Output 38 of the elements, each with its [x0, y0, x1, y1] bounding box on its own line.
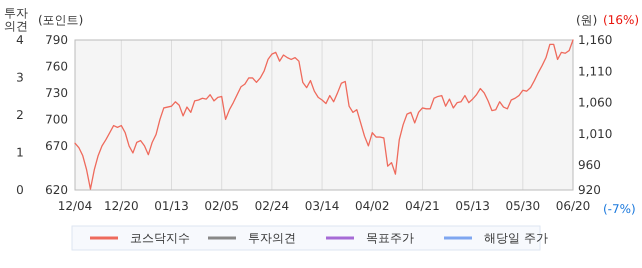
x-tick-label: 05/13	[455, 199, 490, 213]
y3-tick-label: 1	[16, 146, 24, 160]
x-tick-label: 04/02	[354, 199, 390, 213]
y2-tick-label: 1,010	[578, 126, 612, 141]
y3-tick-label: 4	[16, 33, 24, 47]
y2-tick-label: 1,060	[578, 96, 612, 110]
text: (16%)	[603, 13, 640, 27]
y-tick-label: 670	[45, 138, 68, 153]
x-tick-label: 06/20	[556, 199, 590, 213]
y3-tick-label: 3	[16, 70, 24, 84]
x-tick-label: 04/21	[405, 199, 440, 213]
x-tick-label: 05/30	[506, 199, 540, 213]
y3-axis-title: 투자의견	[4, 6, 28, 33]
y-tick-label: 730	[45, 86, 68, 100]
y2-tick-label: 1,160	[578, 33, 612, 47]
legend-label: 해당일 주가	[484, 231, 548, 245]
y-axis-title: (포인트)	[38, 13, 84, 27]
x-tick-label: 02/24	[254, 199, 290, 213]
legend-label: 코스닥지수	[130, 231, 190, 245]
y2-tick-label: 920	[578, 183, 601, 197]
x-tick-label: 01/13	[154, 199, 189, 213]
legend-label: 목표주가	[366, 231, 414, 245]
y3-tick-label: 0	[16, 183, 24, 197]
y-tick-label: 790	[45, 33, 68, 47]
y2-tick-label: 1,110	[578, 64, 612, 78]
y2-axis-title: (원)	[576, 13, 598, 27]
y-tick-label: 700	[45, 112, 68, 126]
y-tick-label: 620	[45, 183, 68, 197]
y2-tick-label: 960	[578, 158, 601, 172]
line-series	[74, 39, 574, 190]
y3-tick-label: 2	[16, 108, 24, 122]
text: (-7%)	[603, 202, 636, 216]
x-tick-label: 03/14	[304, 199, 340, 213]
x-tick-label: 02/05	[204, 199, 239, 213]
x-tick-label: 12/04	[58, 199, 92, 213]
legend-label: 투자의견	[248, 231, 296, 245]
y-tick-label: 760	[45, 59, 68, 74]
x-tick-label: 12/20	[104, 199, 139, 213]
